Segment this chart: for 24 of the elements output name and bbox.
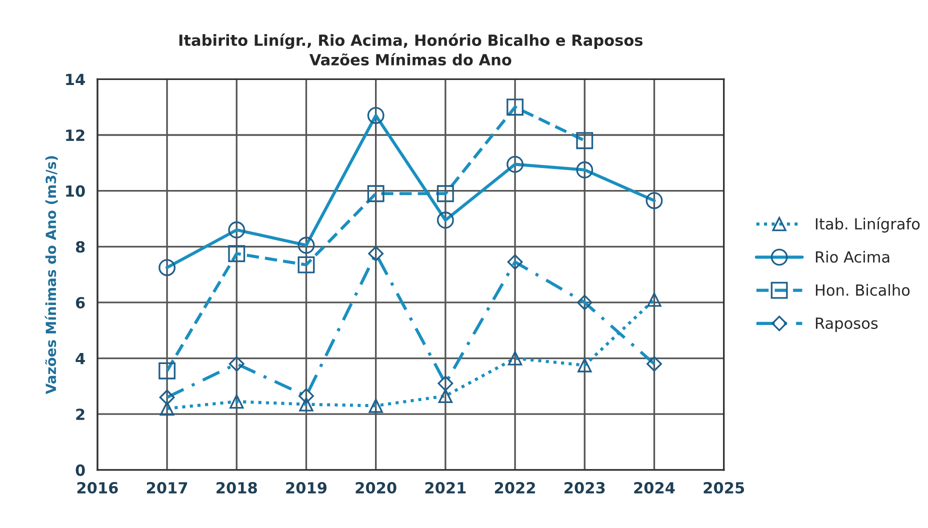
y-tick-label: 0 bbox=[76, 464, 85, 476]
legend-label: Hon. Bicalho bbox=[816, 284, 910, 296]
y-tick-label: 8 bbox=[76, 241, 85, 253]
x-tick-label: 2023 bbox=[564, 482, 605, 494]
y-tick-label: 12 bbox=[66, 129, 84, 141]
y-axis-title: Vazões Mínimas do Ano (m3/s) bbox=[44, 156, 58, 394]
chart-title: Itabirito Linígr., Rio Acima, Honório Bicalho e Raposos Vazões Mínimas do Ano bbox=[179, 34, 643, 66]
legend-label: Itab. Linígrafo bbox=[816, 217, 920, 233]
y-tick-label: 2 bbox=[76, 408, 84, 420]
y-tick-label: 6 bbox=[76, 296, 85, 308]
x-tick-label: 2020 bbox=[356, 482, 396, 494]
x-tick-label: 2022 bbox=[494, 482, 535, 494]
y-tick-label: 4 bbox=[76, 352, 85, 364]
legend-label: Raposos bbox=[816, 318, 878, 332]
x-tick-label: 2025 bbox=[704, 482, 744, 494]
x-tick-label: 2021 bbox=[425, 482, 466, 494]
x-tick-label: 2017 bbox=[146, 482, 188, 494]
y-tick-label: 10 bbox=[66, 185, 85, 197]
y-tick-label: 14 bbox=[66, 74, 85, 86]
x-tick-label: 2018 bbox=[216, 482, 257, 494]
legend-label: Rio Acima bbox=[816, 250, 890, 263]
x-tick-label: 2016 bbox=[77, 482, 118, 494]
x-tick-label: 2024 bbox=[634, 482, 675, 494]
x-tick-label: 2019 bbox=[286, 482, 327, 494]
